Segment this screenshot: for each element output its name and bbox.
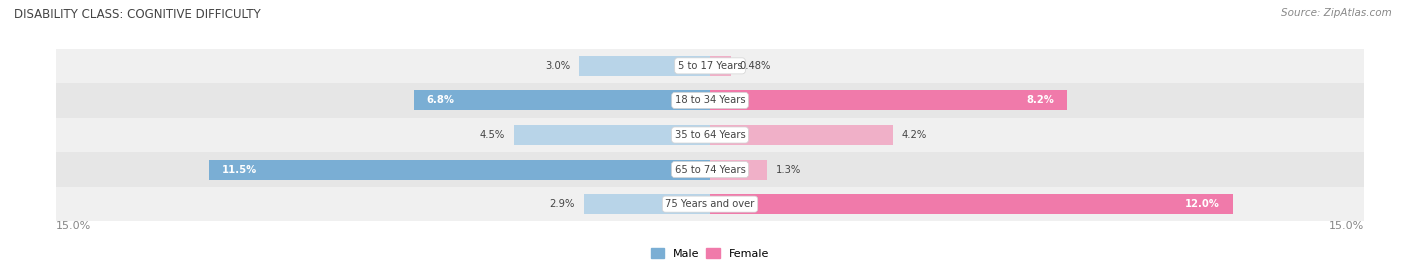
- Text: 0.48%: 0.48%: [740, 61, 770, 71]
- Bar: [583, 194, 710, 214]
- Text: 65 to 74 Years: 65 to 74 Years: [675, 164, 745, 175]
- Text: 2.9%: 2.9%: [550, 199, 575, 209]
- Bar: [579, 56, 710, 76]
- Bar: [710, 90, 1067, 110]
- Text: 75 Years and over: 75 Years and over: [665, 199, 755, 209]
- Text: 35 to 64 Years: 35 to 64 Years: [675, 130, 745, 140]
- Bar: [413, 90, 710, 110]
- Text: 18 to 34 Years: 18 to 34 Years: [675, 95, 745, 106]
- Bar: [515, 125, 710, 145]
- Bar: [56, 83, 1364, 118]
- Text: 4.5%: 4.5%: [479, 130, 505, 140]
- Text: 8.2%: 8.2%: [1026, 95, 1054, 106]
- Bar: [56, 152, 1364, 187]
- Text: 6.8%: 6.8%: [427, 95, 454, 106]
- Legend: Male, Female: Male, Female: [651, 248, 769, 259]
- Text: 12.0%: 12.0%: [1185, 199, 1220, 209]
- Bar: [710, 194, 1233, 214]
- Text: 5 to 17 Years: 5 to 17 Years: [678, 61, 742, 71]
- Bar: [710, 125, 893, 145]
- Text: 1.3%: 1.3%: [776, 164, 800, 175]
- Bar: [710, 160, 766, 180]
- Text: 15.0%: 15.0%: [56, 221, 91, 231]
- Text: DISABILITY CLASS: COGNITIVE DIFFICULTY: DISABILITY CLASS: COGNITIVE DIFFICULTY: [14, 8, 260, 21]
- Bar: [56, 187, 1364, 221]
- Bar: [56, 49, 1364, 83]
- Text: Source: ZipAtlas.com: Source: ZipAtlas.com: [1281, 8, 1392, 18]
- Bar: [710, 56, 731, 76]
- Bar: [208, 160, 710, 180]
- Text: 3.0%: 3.0%: [546, 61, 571, 71]
- Text: 4.2%: 4.2%: [901, 130, 927, 140]
- Text: 11.5%: 11.5%: [222, 164, 257, 175]
- Text: 15.0%: 15.0%: [1329, 221, 1364, 231]
- Bar: [56, 118, 1364, 152]
